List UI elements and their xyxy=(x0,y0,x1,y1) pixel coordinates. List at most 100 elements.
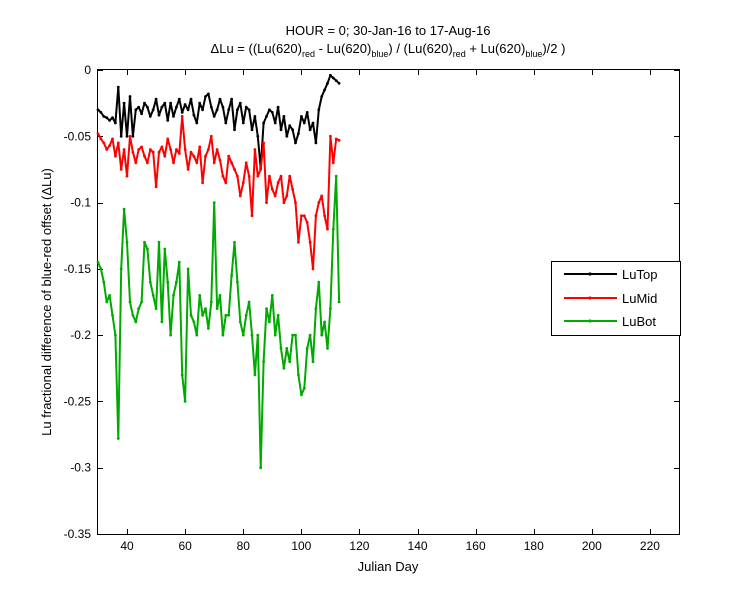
data-point-lutop xyxy=(212,115,216,118)
data-point-lumid xyxy=(192,154,196,158)
data-point-lutop xyxy=(180,111,184,114)
data-point-lutop xyxy=(160,105,164,109)
chart-title-line1: HOUR = 0; 30-Jan-16 to 17-Aug-16 xyxy=(286,23,491,38)
data-point-lutop xyxy=(241,121,245,125)
data-point-lumid xyxy=(108,144,111,148)
data-point-lumid xyxy=(221,174,225,178)
data-point-lumid xyxy=(227,154,231,158)
data-point-lumid xyxy=(209,134,213,138)
data-point-lumid xyxy=(282,201,286,205)
data-point-lutop xyxy=(285,134,289,138)
data-point-lutop xyxy=(151,108,155,112)
title-sub-red-2: red xyxy=(453,49,466,59)
data-point-lubot xyxy=(198,294,202,297)
data-point-lumid xyxy=(140,145,144,149)
data-point-lutop xyxy=(302,121,306,125)
data-point-lubot xyxy=(273,333,277,337)
data-point-lumid xyxy=(294,201,297,205)
data-point-lumid xyxy=(300,214,303,218)
data-point-lumid xyxy=(291,187,294,191)
data-point-lubot xyxy=(148,280,152,284)
title-part-suffix: )/2 ) xyxy=(542,41,565,56)
data-point-lumid xyxy=(230,161,234,165)
data-point-lubot xyxy=(288,360,292,364)
data-point-lutop xyxy=(198,101,202,105)
data-point-lutop xyxy=(186,108,190,112)
data-point-lumid xyxy=(250,214,254,218)
data-point-lumid xyxy=(154,185,158,189)
legend-label-lumid: LuMid xyxy=(622,291,657,306)
series-lubot xyxy=(96,174,341,470)
data-point-lutop xyxy=(311,121,315,125)
title-part-mid2: ) / (Lu(620) xyxy=(388,41,452,56)
x-tick-label: 140 xyxy=(408,539,428,553)
data-point-lubot xyxy=(221,333,225,337)
data-point-lutop xyxy=(244,105,248,109)
data-point-lumid xyxy=(218,158,222,162)
data-point-lubot xyxy=(305,347,309,350)
data-point-lubot xyxy=(294,333,297,337)
data-point-lubot xyxy=(297,373,300,377)
data-point-lutop xyxy=(300,115,303,118)
data-point-lumid xyxy=(262,141,265,145)
data-point-lutop xyxy=(305,111,309,114)
x-tick-label: 60 xyxy=(178,539,192,553)
data-point-lutop xyxy=(250,128,254,132)
data-point-lubot xyxy=(224,313,228,317)
data-point-lubot xyxy=(265,307,268,310)
data-point-lutop xyxy=(273,121,277,125)
title-part-mid1: - Lu(620) xyxy=(315,41,371,56)
x-tick-label: 40 xyxy=(120,539,134,553)
legend: LuTop LuMid LuBot xyxy=(551,261,681,336)
data-point-lubot xyxy=(195,333,199,337)
data-point-lumid xyxy=(265,201,268,205)
data-point-lutop xyxy=(297,132,300,136)
data-point-lutop xyxy=(131,134,135,138)
data-point-lumid xyxy=(311,267,315,271)
x-tick-label: 80 xyxy=(237,539,251,553)
data-point-lumid xyxy=(160,145,164,149)
data-point-lutop xyxy=(215,108,219,112)
data-point-lumid xyxy=(276,181,280,185)
data-point-lubot xyxy=(311,360,315,364)
series-lumid xyxy=(96,115,341,271)
data-point-lubot xyxy=(268,320,271,324)
data-point-lutop xyxy=(270,111,274,114)
data-point-lumid xyxy=(247,174,251,178)
data-point-lubot xyxy=(125,240,129,244)
data-point-lutop xyxy=(276,105,280,109)
data-point-lutop xyxy=(122,101,126,105)
title-part-mid3: + Lu(620) xyxy=(466,41,526,56)
data-point-lubot xyxy=(204,307,207,310)
data-point-lumid xyxy=(125,174,129,178)
y-tick-label: -0.2 xyxy=(70,328,91,342)
data-point-lubot xyxy=(238,320,242,324)
data-point-lumid xyxy=(288,174,292,178)
data-point-lutop xyxy=(143,101,146,105)
data-point-lumid xyxy=(302,214,306,218)
data-point-lumid xyxy=(308,240,312,244)
data-point-lutop xyxy=(172,115,175,118)
data-point-lubot xyxy=(227,313,231,317)
data-point-lubot xyxy=(291,333,294,337)
data-point-lutop xyxy=(227,108,231,112)
data-point-lumid xyxy=(253,148,257,151)
data-point-lumid xyxy=(323,214,326,218)
data-point-lumid xyxy=(146,161,149,165)
data-point-lumid xyxy=(99,137,103,141)
data-point-lubot xyxy=(323,320,326,324)
data-point-lumid xyxy=(111,137,114,141)
data-point-lutop xyxy=(183,103,187,106)
data-point-lubot xyxy=(337,300,341,304)
data-point-lubot xyxy=(131,313,135,317)
data-point-lutop xyxy=(262,121,265,125)
series-line-lumid xyxy=(97,115,340,270)
data-point-lubot xyxy=(128,300,132,304)
data-point-lubot xyxy=(282,366,286,370)
x-axis-label: Julian Day xyxy=(358,559,419,574)
data-point-lumid xyxy=(119,168,123,171)
data-point-lubot xyxy=(256,333,260,337)
data-point-lubot xyxy=(326,347,329,350)
data-point-lubot xyxy=(189,313,193,317)
data-point-lumid xyxy=(233,168,236,171)
